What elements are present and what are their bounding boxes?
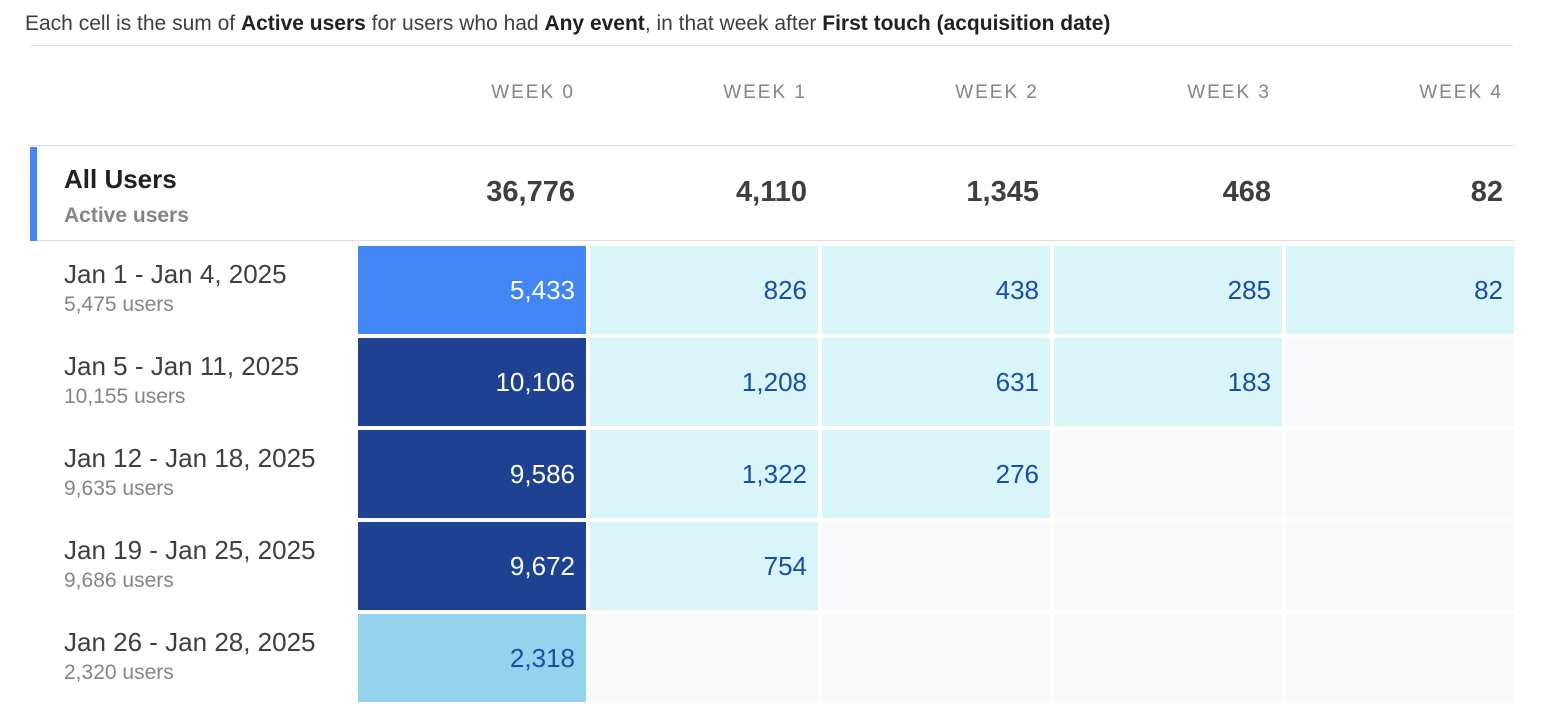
- cohort-user-count: 2,320 users: [64, 661, 174, 684]
- cohort-date-range: Jan 1 - Jan 4, 2025: [64, 259, 287, 289]
- cohort-cell: [1286, 522, 1514, 610]
- summary-value-week-4: 82: [1470, 176, 1503, 208]
- summary-subtitle: Active users: [64, 204, 189, 227]
- cohort-date-range: Jan 12 - Jan 18, 2025: [64, 443, 316, 473]
- cohort-cell[interactable]: 1,208: [590, 338, 818, 426]
- cohort-user-count: 5,475 users: [64, 293, 174, 316]
- summary-value-week-3: 468: [1222, 176, 1271, 208]
- desc-text-2: for users who had: [365, 12, 545, 35]
- desc-event: Any event: [544, 12, 645, 35]
- desc-inclusion: First touch (acquisition date): [822, 12, 1111, 35]
- cohort-cell[interactable]: 2,318: [358, 614, 586, 702]
- cohort-date-range: Jan 26 - Jan 28, 2025: [64, 627, 316, 657]
- cohort-description: Each cell is the sum of Active users for…: [25, 10, 1110, 38]
- col-header-week-3: WEEK 3: [1187, 82, 1271, 103]
- desc-text-1: Each cell is the sum of: [25, 12, 241, 35]
- col-header-week-4: WEEK 4: [1419, 82, 1503, 103]
- cohort-cell[interactable]: 9,672: [358, 522, 586, 610]
- cohort-user-count: 9,635 users: [64, 477, 174, 500]
- description-divider: [30, 45, 1514, 46]
- summary-value-week-2: 1,345: [966, 176, 1039, 208]
- column-headers: WEEK 0 WEEK 1 WEEK 2 WEEK 3 WEEK 4: [0, 78, 1542, 108]
- cohort-cell: [1286, 430, 1514, 518]
- cohort-cell[interactable]: 438: [822, 246, 1050, 334]
- desc-text-3: , in that week after: [644, 12, 823, 35]
- cohort-label: Jan 26 - Jan 28, 2025 2,320 users: [64, 626, 316, 688]
- cohort-cell: [1054, 614, 1282, 702]
- cohort-label: Jan 12 - Jan 18, 2025 9,635 users: [64, 442, 316, 504]
- cohort-cell[interactable]: 183: [1054, 338, 1282, 426]
- cohort-label: Jan 19 - Jan 25, 2025 9,686 users: [64, 534, 316, 596]
- cohort-cell: [1286, 614, 1514, 702]
- summary-accent-bar: [30, 147, 37, 241]
- cohort-cell[interactable]: 276: [822, 430, 1050, 518]
- cohort-cell[interactable]: 826: [590, 246, 818, 334]
- desc-metric: Active users: [240, 12, 366, 35]
- summary-value-week-1: 4,110: [736, 176, 807, 208]
- cohort-cell[interactable]: 9,586: [358, 430, 586, 518]
- col-header-week-1: WEEK 1: [723, 82, 807, 103]
- cohort-cell: [590, 614, 818, 702]
- cohort-date-range: Jan 5 - Jan 11, 2025: [64, 351, 300, 381]
- cohort-user-count: 9,686 users: [64, 569, 174, 592]
- summary-title: All Users: [64, 164, 177, 194]
- cohort-cell[interactable]: 82: [1286, 246, 1514, 334]
- cohort-cell[interactable]: 10,106: [358, 338, 586, 426]
- cohort-label: Jan 1 - Jan 4, 2025 5,475 users: [64, 258, 287, 320]
- summary-value-week-0: 36,776: [486, 176, 575, 208]
- col-header-week-0: WEEK 0: [491, 82, 575, 103]
- cohort-user-count: 10,155 users: [64, 385, 186, 408]
- cohort-cell: [822, 522, 1050, 610]
- cohort-cell[interactable]: 1,322: [590, 430, 818, 518]
- cohort-label: Jan 5 - Jan 11, 2025 10,155 users: [64, 350, 299, 412]
- cohort-cell[interactable]: 5,433: [358, 246, 586, 334]
- cohort-cell[interactable]: 285: [1054, 246, 1282, 334]
- cohort-cell: [1054, 522, 1282, 610]
- cohort-date-range: Jan 19 - Jan 25, 2025: [64, 535, 316, 565]
- cohort-cell: [1286, 338, 1514, 426]
- cohort-cell: [822, 614, 1050, 702]
- cohort-cell[interactable]: 754: [590, 522, 818, 610]
- summary-row-all-users[interactable]: All Users Active users 36,776 4,110 1,34…: [30, 145, 1514, 241]
- cohort-cell[interactable]: 631: [822, 338, 1050, 426]
- col-header-week-2: WEEK 2: [955, 82, 1039, 103]
- cohort-cell: [1054, 430, 1282, 518]
